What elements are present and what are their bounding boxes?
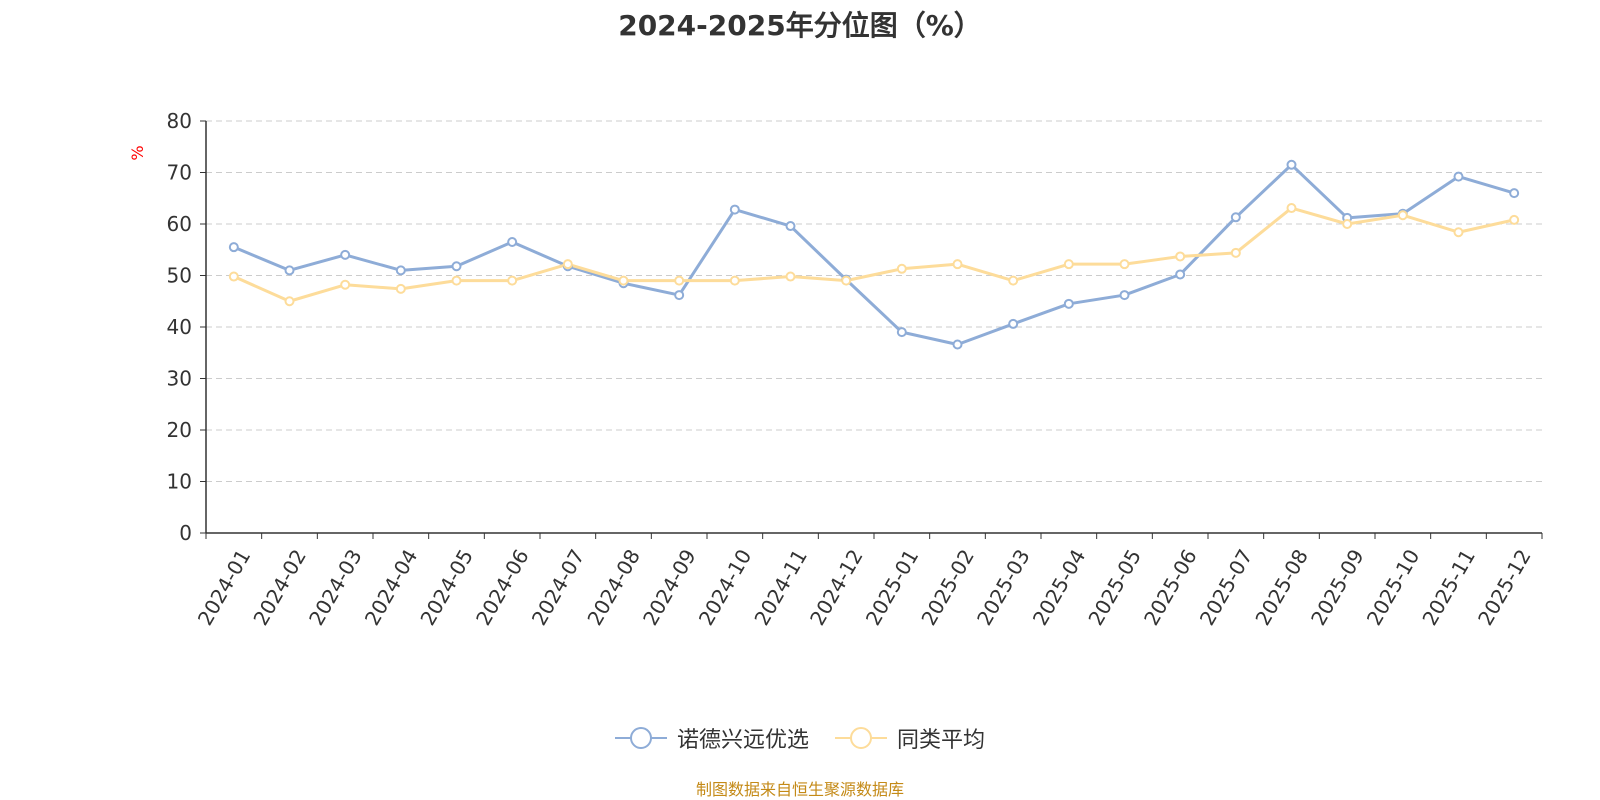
series-1-point [896, 327, 907, 338]
x-tick-label: 2024-11 [749, 545, 812, 629]
x-tick-label: 2024-04 [360, 545, 423, 629]
series-2-point [451, 275, 462, 286]
x-tick-label: 2024-01 [193, 545, 256, 629]
series-line-2 [233, 206, 1515, 303]
y-tick-label: 10 [167, 470, 192, 494]
legend-series-1-label: 诺德兴远优选 [676, 728, 809, 753]
x-tick-label: 2025-11 [1417, 545, 1480, 629]
series-1-point [340, 249, 351, 260]
x-tick-label: 2025-02 [916, 545, 979, 629]
x-tick-label: 2024-06 [471, 545, 534, 629]
series-2-point [1453, 227, 1464, 238]
x-tick-label: 2025-12 [1473, 545, 1536, 629]
y-tick-label: 60 [167, 212, 192, 236]
y-tick-label: 80 [167, 109, 192, 133]
series-2-point [284, 296, 295, 307]
x-tick-label: 2024-03 [304, 545, 367, 629]
y-tick-label: 70 [167, 161, 192, 185]
series-2-point [1286, 203, 1297, 214]
source-note: 制图数据来自恒生聚源数据库 [695, 780, 904, 799]
series-1-point [1286, 159, 1297, 170]
x-tick-label: 2024-12 [805, 545, 868, 629]
legend-series-2-icon [835, 727, 887, 749]
series-2-point [952, 259, 963, 270]
series-1-point [228, 242, 239, 253]
series-1-point [1509, 188, 1520, 199]
legend-item-series-1[interactable]: 诺德兴远优选 [614, 722, 809, 754]
y-tick-label: 40 [167, 315, 192, 339]
series-2-point [674, 275, 685, 286]
line-chart: 010203040506070802024-012024-022024-0320… [128, 109, 1543, 629]
series-1-point [395, 265, 406, 276]
x-tick-label: 2025-06 [1139, 545, 1202, 629]
x-tick-label: 2025-09 [1306, 545, 1369, 629]
x-tick-label: 2025-04 [1028, 545, 1091, 629]
x-tick-label: 2024-09 [638, 545, 701, 629]
x-tick-label: 2024-10 [694, 545, 757, 629]
series-2-point [1230, 247, 1241, 258]
legend-item-series-2[interactable]: 同类平均 [835, 722, 985, 754]
series-2-point [507, 275, 518, 286]
series-1-point [1453, 171, 1464, 182]
legend-series-2-label: 同类平均 [897, 728, 986, 753]
y-tick-label: 0 [179, 521, 192, 545]
series-1-point [284, 265, 295, 276]
series-1-point [952, 339, 963, 350]
chart-title: 2024-2025年分位图（%） [618, 9, 982, 42]
grid-lines [206, 120, 1542, 482]
x-tick-label: 2025-03 [972, 545, 1035, 629]
x-tick-label: 2025-07 [1195, 545, 1258, 629]
series-2-point [1008, 275, 1019, 286]
series-1-point [1230, 212, 1241, 223]
series-1-point [1119, 290, 1130, 301]
series-2-point [1119, 259, 1130, 270]
x-tick-label: 2024-05 [415, 545, 478, 629]
y-tick-label: 30 [167, 367, 192, 391]
series-1-point [785, 221, 796, 232]
series-2-point [395, 283, 406, 294]
series-1-point [451, 261, 462, 272]
y-tick-label: 50 [167, 264, 192, 288]
series-2-point [618, 275, 629, 286]
series-2-point [562, 259, 573, 270]
y-axis-unit-label: % [128, 145, 147, 160]
x-tick-label: 2025-08 [1250, 545, 1313, 629]
x-tick-label: 2025-01 [861, 545, 924, 629]
x-tick-label: 2024-07 [527, 545, 590, 629]
x-tick-label: 2025-10 [1362, 545, 1425, 629]
legend-series-1-icon [614, 727, 667, 749]
series-2-point [340, 279, 351, 290]
series-2-point [228, 271, 239, 282]
x-tick-label: 2024-02 [248, 545, 311, 629]
axes: 010203040506070802024-012024-022024-0320… [167, 109, 1543, 629]
series-2-point [729, 275, 740, 286]
series-1-point [729, 204, 740, 215]
series-2-point [896, 263, 907, 274]
x-tick-label: 2025-05 [1083, 545, 1146, 629]
series-2-point [1397, 210, 1408, 221]
series-2-point [841, 275, 852, 286]
series-1-point [1063, 298, 1074, 309]
series-2-point [785, 271, 796, 282]
series-2-point [1175, 251, 1186, 262]
series-1-point [1008, 318, 1019, 329]
x-tick-label: 2024-08 [582, 545, 645, 629]
y-tick-label: 20 [167, 418, 192, 442]
series-1-point [674, 290, 685, 301]
legend: 诺德兴远优选 同类平均 [0, 722, 1600, 754]
series-lines [228, 159, 1520, 350]
series-1-point [507, 237, 518, 248]
series-2-point [1509, 214, 1520, 225]
series-2-point [1063, 259, 1074, 270]
series-2-point [1342, 219, 1353, 229]
series-1-point [1175, 269, 1186, 280]
series-line-1 [233, 163, 1515, 347]
